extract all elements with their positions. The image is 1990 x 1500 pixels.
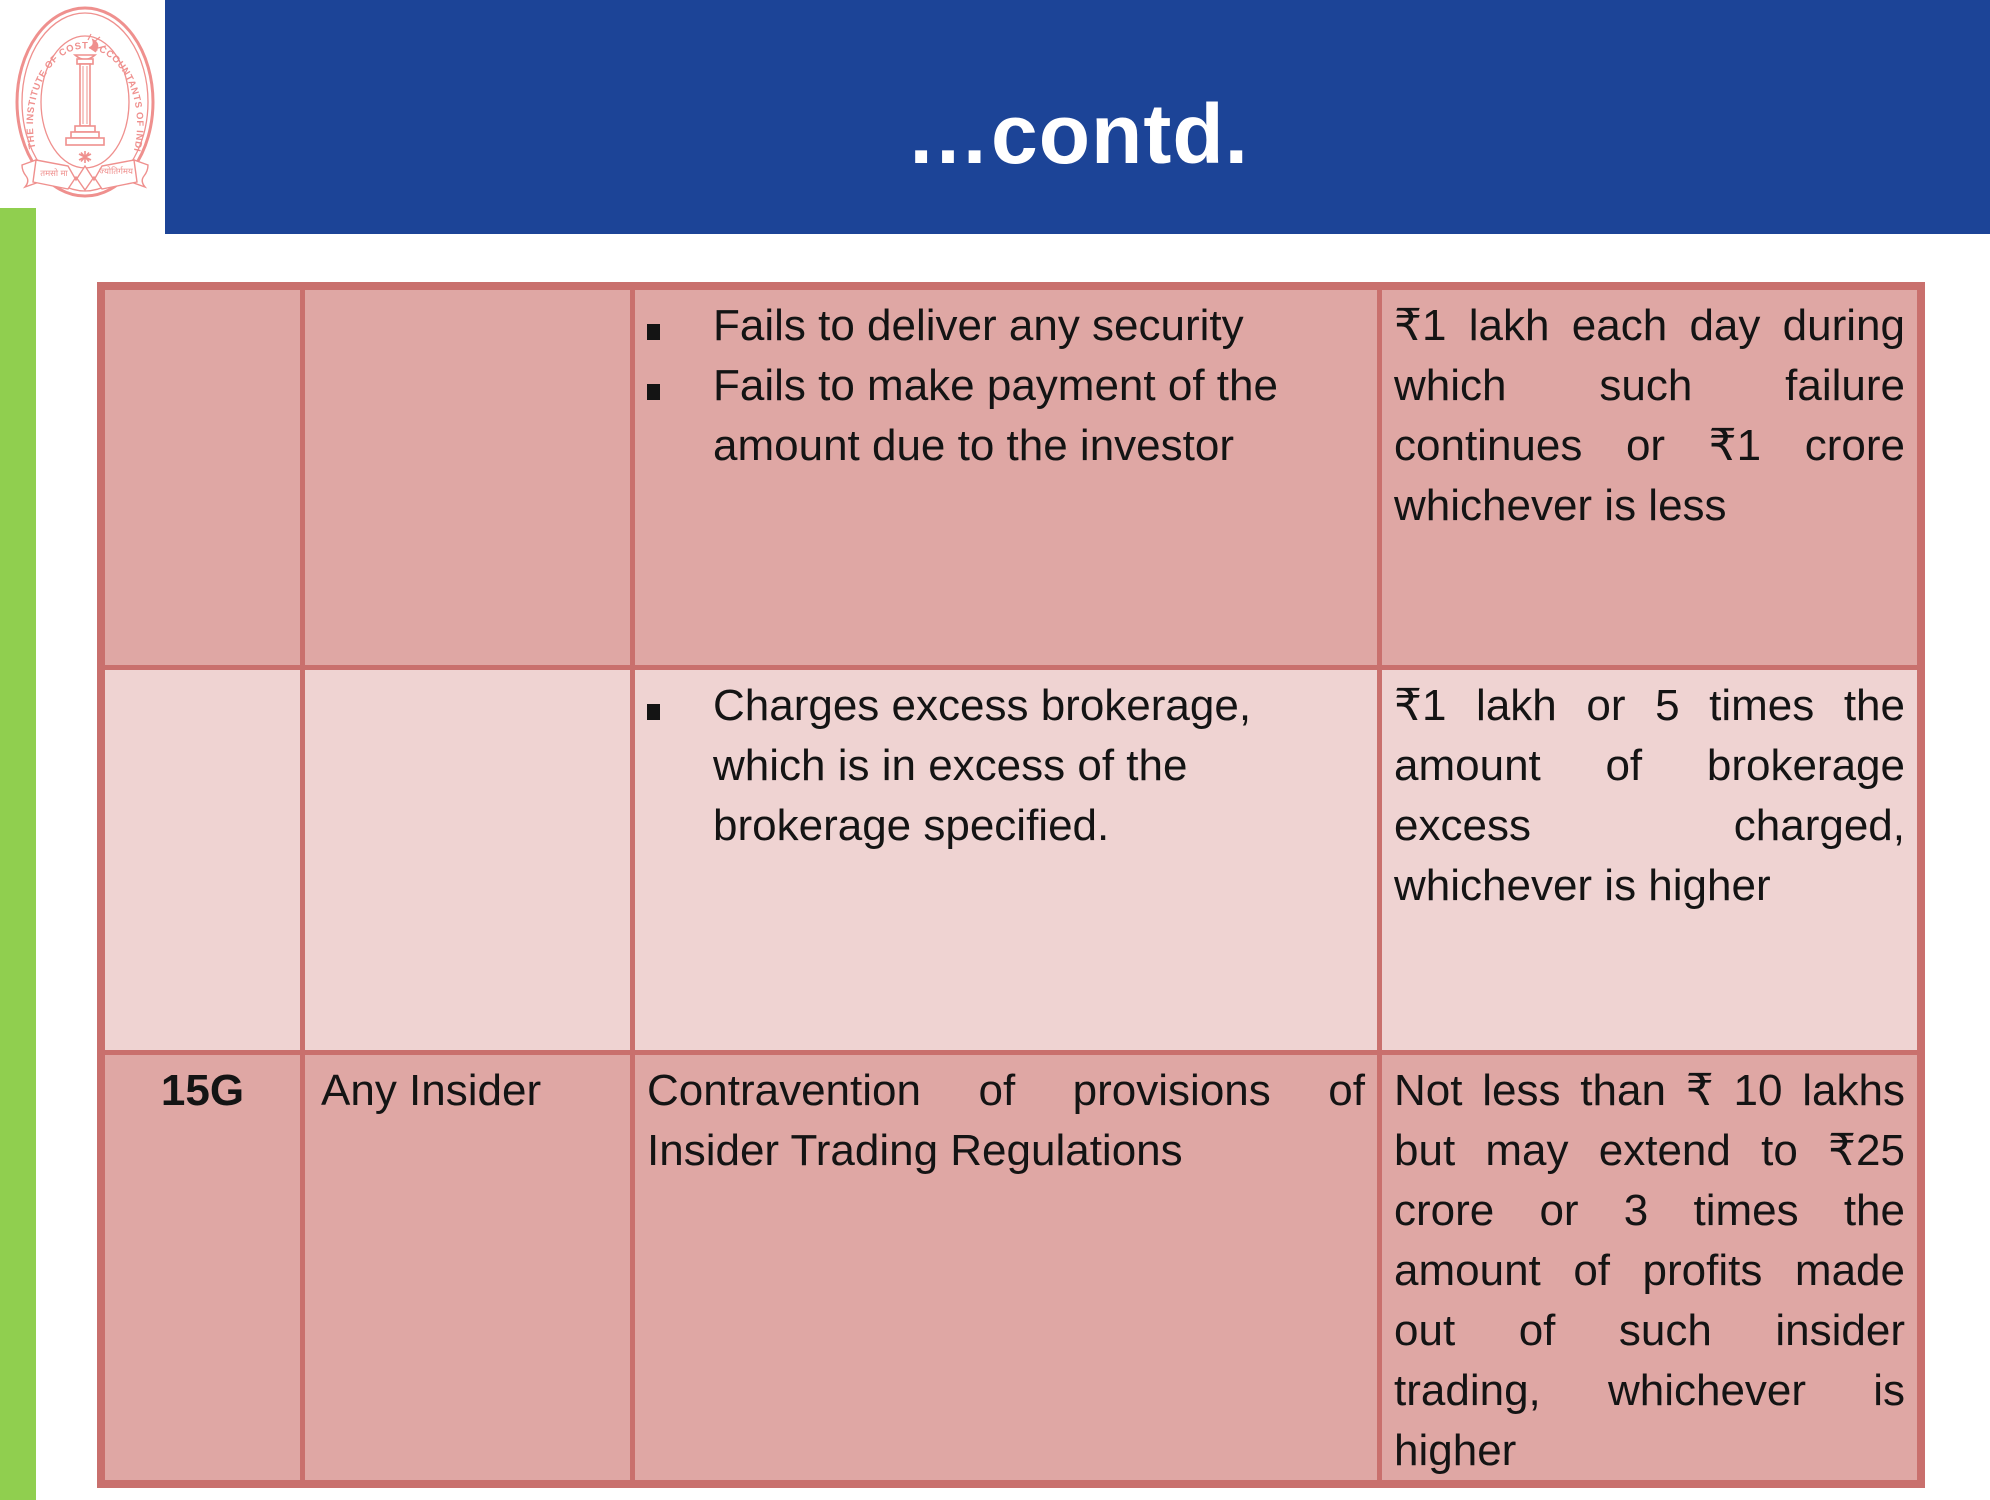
penalties-table: Fails to deliver any security Fails to m… [97,282,1925,1488]
ribbon-text-left: तमसो मा [40,168,68,178]
violation-bullet: Fails to deliver any security [647,296,1365,356]
table-cell-penalty-row1: ₹1 lakh each day during which such failu… [1382,290,1917,665]
ribbon-banner [21,159,149,192]
table-cell-penalty-row3: Not less than ₹ 10 lakhs but may extend … [1382,1055,1917,1480]
table-cell-section-row3: 15G [105,1055,300,1480]
violation-bullet: Charges excess brokerage, which is in ex… [647,676,1365,856]
table-cell-violation-row2: Charges excess brokerage, which is in ex… [635,670,1377,1050]
star-icon [78,151,92,163]
table-cell-section-row2 [105,670,300,1050]
table-cell-violation-row1: Fails to deliver any security Fails to m… [635,290,1377,665]
table-cell-penalty-row2: ₹1 lakh or 5 times the amount of brokera… [1382,670,1917,1050]
ribbon-text-right: ज्योतिर्गमय [99,166,134,176]
square-bullet-icon [647,676,713,856]
square-bullet-icon [647,356,713,476]
header-banner: …contd. [165,0,1990,234]
table-cell-violation-row3: Contravention of provisions of Insider T… [635,1055,1377,1480]
green-accent-stripe [0,208,36,1500]
table-cell-entity-row2 [305,670,630,1050]
square-bullet-icon [647,296,713,356]
violation-bullet: Fails to make payment of the amount due … [647,356,1365,476]
page-title: …contd. [906,86,1249,181]
table-cell-section-row1 [105,290,300,665]
institute-logo-emblem: THE INSTITUTE OF COST ACCOUNTANTS OF IND… [8,2,155,198]
table-cell-entity-row1 [305,290,630,665]
table-cell-entity-row3: Any Insider [305,1055,630,1480]
